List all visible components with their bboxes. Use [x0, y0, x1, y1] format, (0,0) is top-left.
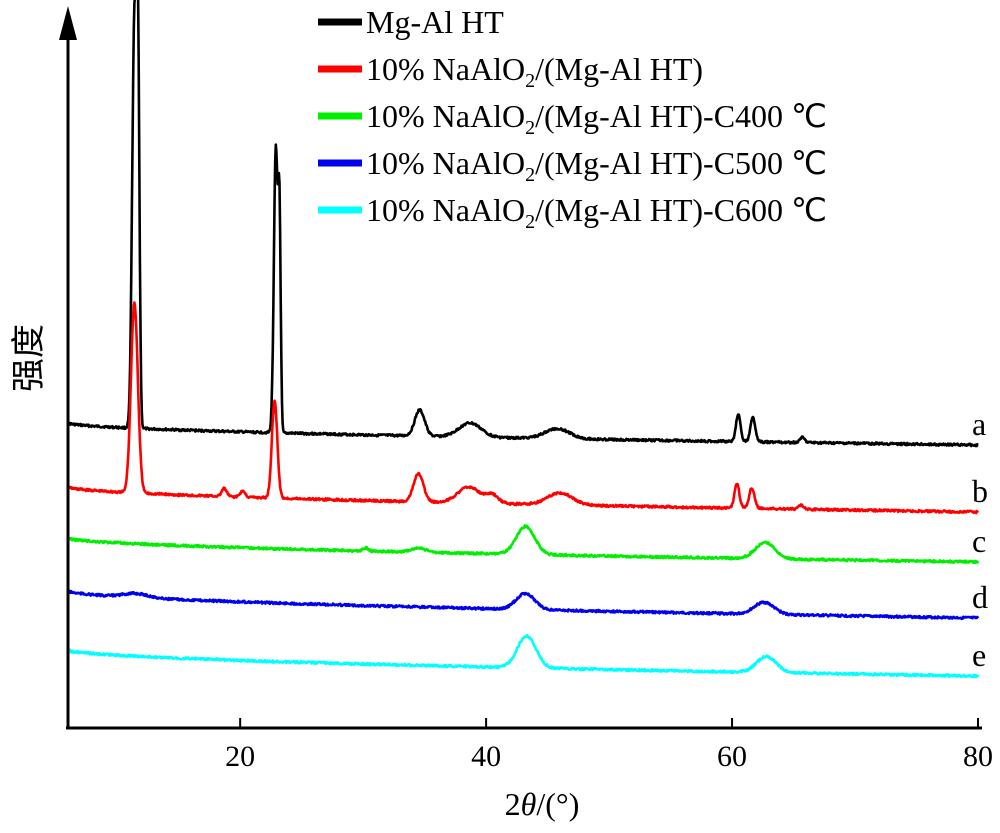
series-tag-b: b [972, 473, 988, 509]
x-tick-label-60: 60 [717, 740, 747, 773]
series-tag-d: d [972, 579, 988, 615]
legend-label-b: 10% NaAlO2/(Mg-Al HT) [366, 51, 703, 92]
series-line-d [67, 589, 980, 621]
legend: Mg-Al HT 10% NaAlO2/(Mg-Al HT) 10% NaAlO2/… [318, 4, 827, 233]
series-line-c [66, 524, 980, 565]
x-ticks: 20 40 60 80 [225, 718, 993, 773]
series-tag-a: a [972, 406, 986, 442]
x-tick-label-80: 80 [963, 740, 993, 773]
series-line-a [67, 0, 979, 448]
x-tick-label-20: 20 [225, 740, 255, 773]
legend-label-c: 10% NaAlO2/(Mg-Al HT)-C400 ℃ [366, 98, 827, 139]
legend-label-e: 10% NaAlO2/(Mg-Al HT)-C600 ℃ [366, 192, 827, 233]
y-axis-title: 强度 [9, 324, 49, 392]
series-line-e [67, 634, 980, 679]
axes [59, 6, 982, 730]
x-tick-label-40: 40 [471, 740, 501, 773]
legend-label-d: 10% NaAlO2/(Mg-Al HT)-C500 ℃ [366, 145, 827, 186]
plot-lines [66, 0, 980, 679]
series-line-b [66, 301, 979, 515]
series-tag-c: c [972, 523, 986, 559]
y-axis-arrow-icon [59, 6, 77, 40]
x-axis-title: 2θ/(°) [505, 786, 580, 822]
legend-label-a: Mg-Al HT [366, 4, 504, 40]
series-tag-e: e [972, 637, 986, 673]
